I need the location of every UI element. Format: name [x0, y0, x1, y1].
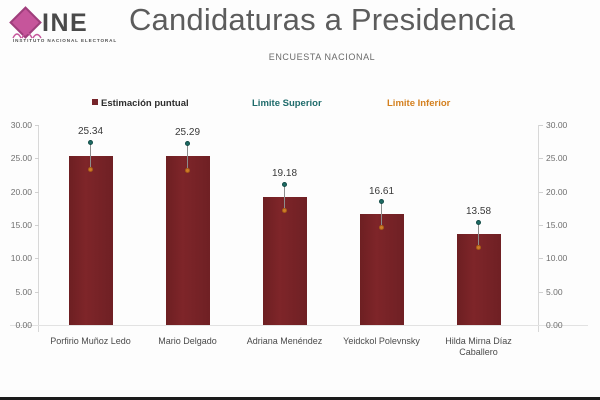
ine-logo-subtitle: INSTITUTO NACIONAL ELECTORAL [13, 38, 118, 43]
bar-value-label: 13.58 [465, 206, 492, 218]
y-axis-left-tick-mark [35, 158, 39, 160]
y-axis-right-tick-label: 30.00 [546, 120, 568, 130]
y-axis-left-tick-label: 30.00 [10, 120, 32, 130]
ine-logo-text: INE [42, 9, 89, 37]
bar[interactable] [262, 197, 307, 325]
chart-plot: 30.00 25.00 20.00 15.00 10.00 5.00 0.00 30.00 2… [0, 118, 600, 333]
page-title: Candidaturas a Presidencia [128, 2, 516, 37]
bar-value-label: 25.29 [174, 127, 201, 138]
y-axis-left-tick-label: 25.00 [10, 153, 32, 164]
limite-inferior-marker[interactable] [476, 244, 481, 250]
y-axis-right-tick-label: 0.00 [546, 320, 563, 330]
legend-item-limite-superior[interactable]: Limite Superior [252, 98, 322, 109]
bar-value-label: 16.61 [368, 185, 395, 197]
limite-inferior-marker[interactable] [282, 207, 287, 213]
bar[interactable] [456, 234, 501, 325]
y-axis-left-line [38, 125, 39, 332]
category-label-line: Yeidckol Polevnsky [343, 336, 420, 346]
chart-legend: Estimación puntual Limite Superior Limit… [0, 96, 600, 114]
bar-value-label: 19.18 [271, 168, 298, 180]
y-axis-right-tick-label: 15.00 [546, 220, 568, 230]
limite-inferior-marker[interactable] [185, 167, 190, 173]
y-axis-right-tick-label: 10.00 [546, 253, 568, 264]
y-axis-left-tick-mark [35, 191, 39, 193]
y-axis-left-tick-label: 0.00 [15, 320, 32, 330]
limite-superior-marker[interactable] [185, 140, 190, 146]
y-axis-left-tick-mark [35, 125, 39, 126]
x-axis-category-label: Porfirio Muñoz Ledo [39, 336, 143, 347]
category-label-line: Caballero [459, 347, 498, 357]
legend-item-estimacion-puntual[interactable]: Estimación puntual [92, 98, 189, 110]
limite-superior-marker[interactable] [379, 199, 384, 205]
y-axis-left-tick-mark [35, 258, 39, 260]
y-axis-right-tick-label: 25.00 [546, 153, 568, 164]
ine-arcs-icon [12, 32, 42, 39]
error-bar-line [477, 222, 480, 247]
y-axis-left-tick-label: 20.00 [10, 186, 32, 197]
limite-inferior-marker[interactable] [88, 167, 93, 173]
limite-superior-marker[interactable] [282, 181, 287, 187]
bar[interactable] [165, 156, 210, 325]
limite-superior-marker[interactable] [88, 139, 93, 145]
y-axis-right-line [538, 125, 539, 332]
category-label-line: Adriana Menéndez [246, 336, 323, 346]
limite-inferior-marker[interactable] [379, 224, 384, 230]
x-axis-category-label: Yeidckol Polevnsky [330, 336, 434, 347]
category-label-line: Hilda Mirna Díaz [445, 336, 512, 346]
x-axis-category-label: Mario Delgado [136, 336, 240, 347]
error-bar-line [380, 201, 383, 227]
bar-value-label: 25.34 [77, 126, 104, 138]
bar[interactable] [359, 214, 404, 325]
y-axis-left-tick-label: 5.00 [15, 286, 32, 297]
category-label-line: Porfirio Muñoz Ledo [50, 336, 131, 346]
y-axis-right-tick-label: 20.00 [546, 186, 568, 197]
y-axis-right-tick-mark [539, 291, 543, 293]
x-axis-line [10, 325, 588, 326]
y-axis-right-tick-mark [539, 258, 543, 260]
y-axis-right-tick-mark [539, 125, 543, 126]
legend-item-limite-inferior[interactable]: Limite Inferior [387, 98, 451, 109]
legend-swatch-icon [92, 99, 98, 105]
y-axis-right-tick-mark [539, 191, 543, 193]
y-axis-left-tick-label: 15.00 [10, 220, 32, 230]
slide-header: INE INSTITUTO NACIONAL ELECTORAL Candida… [0, 0, 600, 82]
y-axis-left-tick-mark [35, 225, 39, 226]
y-axis-right-tick-label: 5.00 [546, 286, 563, 297]
x-axis-category-labels: Porfirio Muñoz Ledo Mario Delgado Adriana … [0, 336, 600, 366]
y-axis-right-tick-mark [539, 158, 543, 160]
y-axis-right-tick-mark [539, 225, 543, 226]
error-bar-line [186, 143, 189, 171]
category-label-line: Mario Delgado [158, 336, 217, 346]
y-axis-left-tick-label: 10.00 [10, 253, 32, 264]
legend-label-estimacion-puntual: Estimación puntual [101, 98, 189, 109]
ine-logo: INE INSTITUTO NACIONAL ELECTORAL [9, 6, 116, 46]
page-subtitle: ENCUESTA NACIONAL [268, 52, 376, 62]
error-bar-line [89, 142, 92, 170]
limite-superior-marker[interactable] [476, 219, 481, 225]
x-axis-category-label: Adriana Menéndez [233, 336, 337, 347]
x-axis-category-label: Hilda Mirna Díaz Caballero [427, 336, 531, 358]
error-bar-line [283, 184, 286, 211]
y-axis-left-tick-mark [35, 291, 39, 293]
bar[interactable] [68, 156, 113, 325]
